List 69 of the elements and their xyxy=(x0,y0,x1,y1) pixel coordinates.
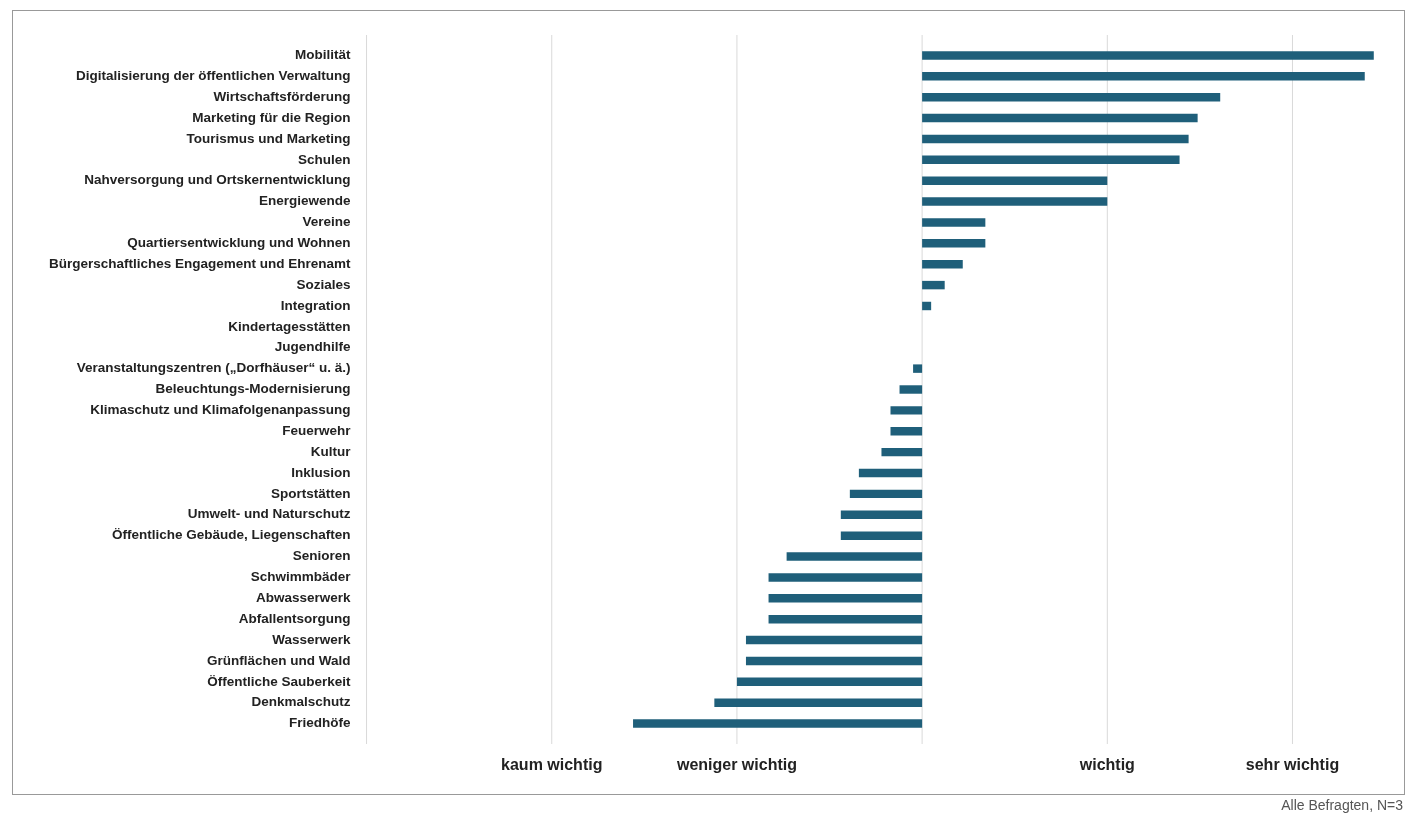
bar xyxy=(922,51,1374,60)
bar xyxy=(840,510,923,519)
bar xyxy=(840,531,923,540)
bar xyxy=(922,92,1221,102)
bar xyxy=(633,719,923,728)
bar xyxy=(890,427,923,436)
y-tick-label: Vereine xyxy=(302,214,352,230)
y-tick-label: Quartiersentwicklung und Wohnen xyxy=(127,235,351,251)
bar xyxy=(922,176,1108,185)
bar xyxy=(890,406,923,415)
ref-line-label: wichtig xyxy=(1078,756,1135,774)
y-tick-label: Digitalisierung der öffentlichen Verwaltung xyxy=(76,68,351,84)
y-tick-label: Abwasserwerk xyxy=(256,590,352,606)
y-tick-label: Grünflächen und Wald xyxy=(207,652,351,668)
y-tick-label: Sportstätten xyxy=(271,485,351,501)
bar xyxy=(714,698,923,707)
y-tick-label: Friedhöfe xyxy=(289,715,352,731)
bar xyxy=(768,573,923,582)
y-tick-label: Umwelt- und Naturschutz xyxy=(187,506,351,522)
bar xyxy=(922,280,945,290)
y-tick-label: Integration xyxy=(280,297,351,313)
y-tick-label: Energiewende xyxy=(259,193,352,209)
bar xyxy=(922,155,1180,165)
y-tick-label: Kultur xyxy=(310,443,352,459)
bar xyxy=(858,468,923,478)
y-tick-label: Marketing für die Region xyxy=(192,109,351,125)
bar xyxy=(922,134,1189,144)
bar xyxy=(922,218,986,227)
bar xyxy=(922,197,1108,206)
y-tick-label: Öffentliche Gebäude, Liegenschaften xyxy=(112,527,351,543)
y-tick-label: Senioren xyxy=(292,548,351,564)
bar xyxy=(913,364,923,373)
ref-line-label: kaum wichtig xyxy=(501,756,603,774)
y-tick-label: Denkmalschutz xyxy=(251,694,351,710)
y-tick-label: Öffentliche Sauberkeit xyxy=(207,673,352,689)
ref-line-label: sehr wichtig xyxy=(1245,756,1340,774)
y-tick-label: Kindertagesstätten xyxy=(228,318,351,334)
bar xyxy=(922,301,932,311)
bar xyxy=(922,72,1365,81)
y-tick-label: Nahversorgung und Ortskernentwicklung xyxy=(84,172,351,188)
bar xyxy=(922,260,963,269)
y-tick-label: Wasserwerk xyxy=(272,631,352,647)
bar xyxy=(881,447,923,457)
y-tick-label: Jugendhilfe xyxy=(274,339,352,355)
y-tick-label: Schwimmbäder xyxy=(250,569,352,585)
bar xyxy=(786,552,923,561)
y-tick-label: Klimaschutz und Klimafolgenanpassung xyxy=(90,402,351,418)
y-tick-label: Inklusion xyxy=(291,464,351,480)
bar xyxy=(849,489,923,499)
y-tick-label: Beleuchtungs-Modernisierung xyxy=(155,381,351,397)
y-tick-label: Soziales xyxy=(296,276,351,292)
bar xyxy=(768,594,923,603)
y-tick-label: Veranstaltungszentren („Dorfhäuser“ u. ä.) xyxy=(76,360,351,376)
y-tick-label: Wirtschaftsförderung xyxy=(213,88,351,104)
y-tick-label: Schulen xyxy=(298,151,351,167)
y-tick-label: Tourismus und Marketing xyxy=(186,130,351,146)
y-tick-label: Feuerwehr xyxy=(282,422,352,438)
bar xyxy=(736,677,923,687)
bar xyxy=(745,635,923,645)
bar xyxy=(745,656,923,666)
bar xyxy=(899,385,923,394)
y-tick-label: Abfallentsorgung xyxy=(238,610,351,626)
bar xyxy=(922,239,986,248)
text: Alle Befragten, N=3 xyxy=(1281,797,1403,813)
ref-line-label: weniger wichtig xyxy=(675,756,797,774)
bar xyxy=(768,614,923,624)
y-tick-label: Mobilität xyxy=(295,47,352,63)
y-tick-label: Bürgerschaftliches Engagement und Ehrenamt xyxy=(49,255,352,271)
bar xyxy=(922,113,1198,123)
